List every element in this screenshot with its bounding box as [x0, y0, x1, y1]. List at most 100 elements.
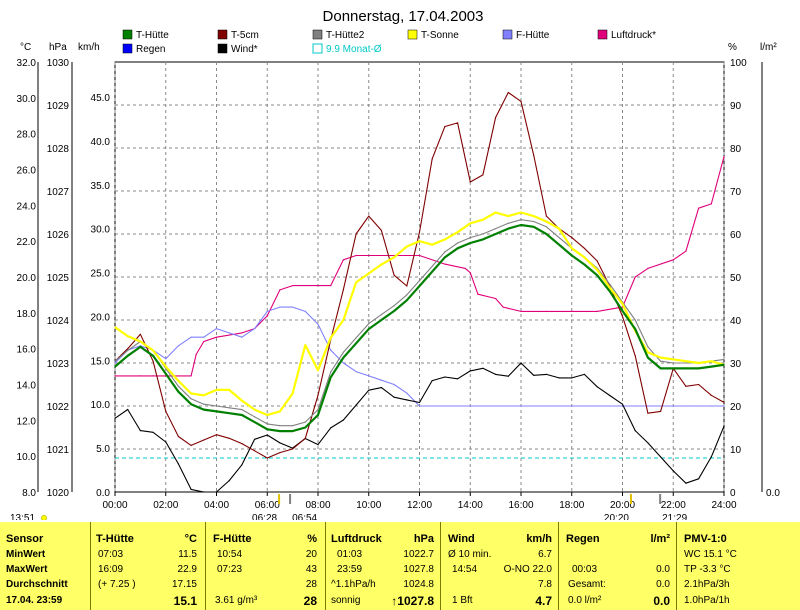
data-point — [418, 401, 421, 404]
data-point — [393, 305, 395, 307]
data-point — [723, 401, 725, 403]
regen-now-val: 0.0 — [653, 594, 670, 608]
data-point — [165, 366, 167, 368]
data-point — [596, 274, 598, 276]
legend-swatch — [217, 29, 228, 40]
data-point — [355, 404, 357, 406]
data-point — [545, 373, 548, 375]
data-point — [406, 294, 408, 296]
data-point — [431, 265, 433, 267]
data-point — [469, 370, 471, 372]
humidity-tick-label: 90 — [730, 101, 742, 112]
data-point — [609, 290, 611, 292]
data-point — [545, 226, 548, 228]
data-point — [254, 328, 256, 330]
durchschnitt-label: Durchschnitt — [6, 579, 68, 590]
data-point — [165, 373, 167, 375]
temp-tick-label: 10.0 — [17, 452, 37, 463]
data-point — [520, 100, 522, 102]
pressure-tick-label: 1027 — [47, 187, 70, 198]
weather-chart: Donnerstag, 17.04.2003 °C hPa km/h 32.0 30.0… — [10, 8, 780, 520]
data-point — [571, 237, 573, 239]
data-point — [634, 355, 636, 357]
data-point — [215, 328, 218, 330]
data-point — [710, 203, 712, 205]
data-point — [685, 250, 687, 252]
data-point — [368, 272, 370, 274]
luftdruck-now-val: ↑1027.8 — [391, 594, 434, 608]
data-point — [177, 463, 179, 465]
data-point — [279, 306, 281, 308]
data-point — [596, 386, 598, 388]
data-point — [469, 222, 471, 224]
pressure-tick-label: 1020 — [47, 488, 70, 499]
humidity-tick-label: 30 — [730, 359, 742, 370]
data-point — [469, 181, 471, 183]
x-axis: 00:00 02:00 04:00 06:00 08:00 10:00 12:00 14:00… — [102, 492, 737, 511]
f-huette-max-time: 07:23 — [217, 564, 243, 575]
x-tick-label: 00:00 — [102, 500, 127, 511]
data-point — [292, 285, 294, 287]
data-point — [190, 336, 192, 338]
data-point — [368, 215, 370, 217]
data-point — [634, 405, 636, 407]
data-point — [203, 340, 205, 343]
data-point — [304, 437, 306, 439]
data-point — [114, 326, 116, 328]
data-point — [406, 392, 408, 394]
data-point — [533, 154, 535, 156]
pressure-tick-label: 1024 — [47, 316, 70, 327]
data-point — [228, 437, 230, 439]
data-point — [330, 337, 332, 339]
series-line-luftdruck- — [115, 156, 725, 377]
data-point — [342, 351, 344, 353]
wind-tick-label: 5.0 — [96, 444, 110, 455]
x-tick-label: 04:00 — [204, 500, 229, 511]
data-point — [279, 425, 281, 427]
data-point — [698, 405, 700, 407]
data-point — [190, 392, 192, 395]
x-tick-label: 08:00 — [305, 500, 330, 511]
data-point — [393, 310, 395, 312]
data-point — [660, 456, 662, 458]
luftdruck-title: Luftdruck — [331, 533, 382, 545]
data-point — [292, 306, 294, 308]
regen-title: Regen — [566, 533, 600, 545]
data-point — [241, 400, 243, 402]
humidity-tick-label: 50 — [730, 273, 742, 284]
data-point — [558, 228, 560, 230]
data-point — [710, 360, 712, 362]
data-point — [469, 237, 471, 239]
data-point — [368, 328, 370, 330]
x-tick-label: 24:00 — [711, 500, 736, 511]
temp-tick-label: 14.0 — [17, 381, 37, 392]
data-point — [317, 285, 319, 287]
luftdruck-column: Luftdruck hPa 01:03 1022.7 23:59 1027.8 ^1.… — [325, 522, 441, 610]
temp-tick-label: 30.0 — [17, 94, 37, 105]
data-point — [317, 444, 319, 446]
data-point — [723, 425, 725, 427]
humidity-tick-label: 70 — [730, 187, 742, 198]
data-point — [279, 452, 281, 454]
f-huette-column: F-Hütte% 10:54 20 07:23 43 28 3.61 g/m³ 28 — [205, 522, 326, 610]
wind-unit-label: km/h — [78, 42, 100, 53]
data-point — [342, 357, 344, 359]
data-point — [444, 238, 446, 240]
data-point — [457, 378, 459, 380]
sunrise-label: 06:28 — [252, 513, 277, 520]
pmv-windchill: WC 15.1 °C — [684, 549, 737, 560]
data-point — [621, 315, 624, 317]
temp-tick-label: 22.0 — [17, 237, 37, 248]
data-point — [279, 430, 281, 432]
data-point — [723, 358, 725, 360]
f-huette-unit: % — [307, 533, 317, 545]
f-huette-title: F-Hütte — [213, 533, 252, 545]
f-huette-now-note: 3.61 g/m³ — [215, 595, 258, 606]
regen-max-val: 0.0 — [656, 564, 670, 575]
data-point — [266, 423, 268, 425]
data-point — [685, 360, 687, 362]
humidity-tick-label: 10 — [730, 445, 742, 456]
data-point — [520, 362, 522, 364]
wind-tick-label: 40.0 — [91, 137, 111, 148]
